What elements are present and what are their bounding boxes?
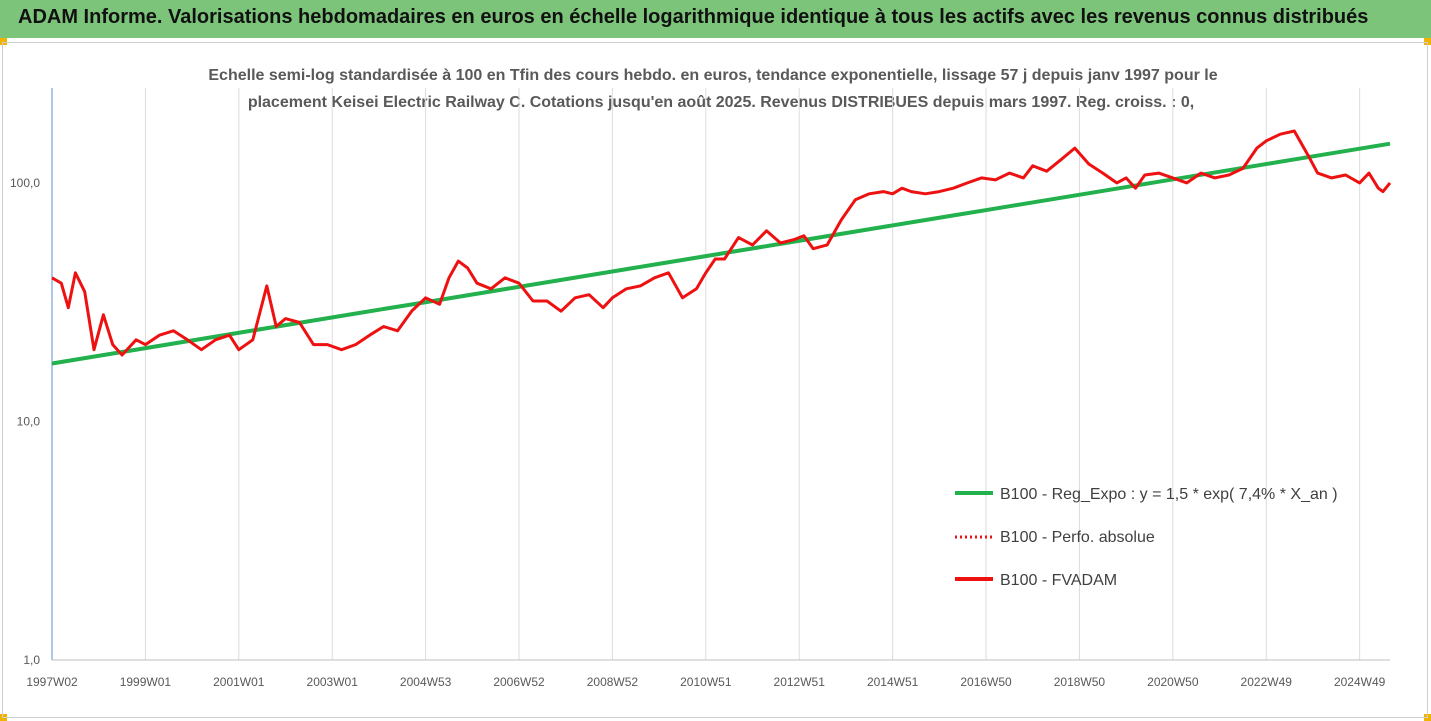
x-tick-label: 2001W01 xyxy=(213,675,265,689)
x-tick-label: 2018W50 xyxy=(1054,675,1106,689)
x-tick-label: 1999W01 xyxy=(120,675,172,689)
corner-marker-top-left xyxy=(0,38,7,45)
legend-label-fvadam: B100 - FVADAM xyxy=(1000,572,1117,589)
x-tick-label: 2016W50 xyxy=(960,675,1012,689)
y-tick-label: 10,0 xyxy=(17,414,41,428)
series-line-fvadam xyxy=(51,129,1392,357)
vertical-gridlines xyxy=(144,88,1361,660)
x-tick-label: 2003W01 xyxy=(307,675,359,689)
x-tick-label: 2020W50 xyxy=(1147,675,1199,689)
y-axis-ticks: 1,0 10,0 100,0 xyxy=(10,176,40,667)
corner-marker-top-right xyxy=(1424,38,1431,45)
chart-subtitle-line-1: Echelle semi-log standardisée à 100 en T… xyxy=(208,67,1217,84)
y-tick-label: 100,0 xyxy=(10,176,40,190)
series-lines xyxy=(51,129,1392,366)
x-tick-label: 2006W52 xyxy=(493,675,545,689)
x-tick-label: 2014W51 xyxy=(867,675,919,689)
x-tick-label: 2012W51 xyxy=(774,675,826,689)
x-tick-label: 2024W49 xyxy=(1334,675,1386,689)
chart-legend: B100 - Reg_Expo : y = 1,5 * exp( 7,4% * … xyxy=(955,486,1338,589)
chart-subtitle-line-2: placement Keisei Electric Railway C. Cot… xyxy=(248,94,1194,111)
chart-frame xyxy=(2,42,1428,718)
legend-label-perfo-absolue: B100 - Perfo. absolue xyxy=(1000,529,1155,546)
y-tick-label: 1,0 xyxy=(23,653,40,667)
report-banner-title: ADAM Informe. Valorisations hebdomadaire… xyxy=(0,0,1431,38)
x-axis-ticks: 1997W02 1999W01 2001W01 2003W01 2004W53 2006W… xyxy=(26,675,1385,689)
x-tick-label: 2022W49 xyxy=(1241,675,1293,689)
x-tick-label: 2010W51 xyxy=(680,675,732,689)
x-tick-label: 1997W02 xyxy=(26,675,78,689)
x-tick-label: 2004W53 xyxy=(400,675,452,689)
series-line-reg-expo xyxy=(51,141,1391,366)
legend-label-reg-expo: B100 - Reg_Expo : y = 1,5 * exp( 7,4% * … xyxy=(1000,486,1338,503)
x-tick-label: 2008W52 xyxy=(587,675,639,689)
